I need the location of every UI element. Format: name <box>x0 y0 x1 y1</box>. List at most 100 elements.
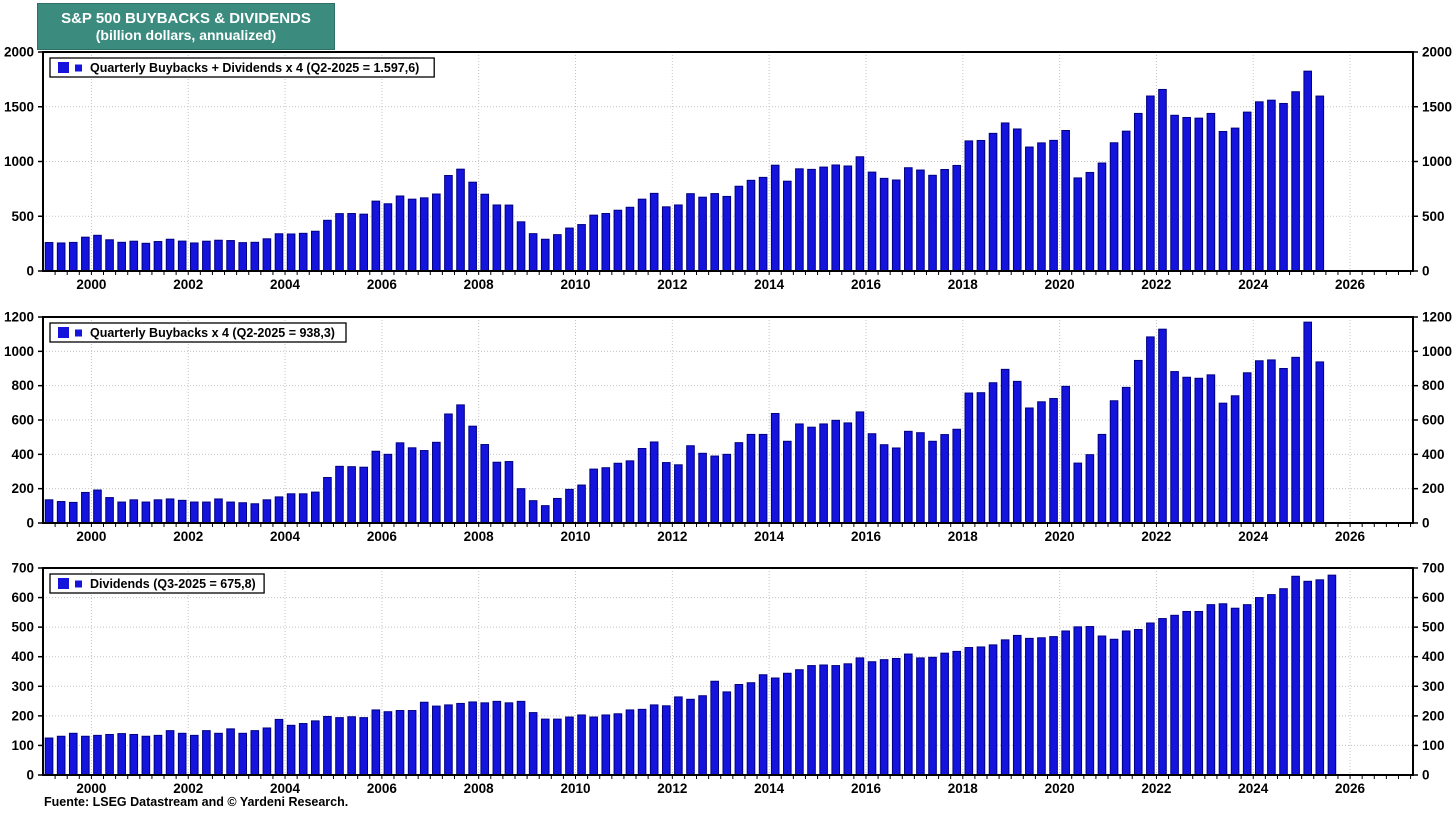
bar <box>1158 88 1167 272</box>
bar <box>1061 630 1070 776</box>
y-axis-label-left: 1000 <box>4 344 34 359</box>
y-axis-label-right: 200 <box>1422 481 1445 496</box>
bar <box>286 724 296 776</box>
bar <box>1267 99 1276 272</box>
y-axis-label-right: 600 <box>1422 590 1445 605</box>
bar <box>1315 95 1325 272</box>
bar <box>613 209 623 272</box>
bar <box>1182 116 1191 272</box>
bar <box>819 664 828 776</box>
x-axis-label: 2014 <box>754 781 785 796</box>
bar <box>879 177 889 272</box>
panel-dividends: 0 0 100 100 200 200 300 300 400 400 500 500 600 600 70… <box>11 561 1444 797</box>
bar <box>395 710 405 776</box>
bar <box>335 213 344 272</box>
bar <box>843 663 853 776</box>
bar <box>286 233 296 272</box>
bar <box>649 704 659 776</box>
bar <box>710 680 719 776</box>
bar <box>988 132 998 272</box>
bar <box>298 723 308 776</box>
bar <box>843 422 853 524</box>
legend-box <box>49 573 265 594</box>
y-axis-label-left: 100 <box>11 738 34 753</box>
bar <box>528 712 538 776</box>
bar <box>214 239 223 272</box>
bar <box>117 501 126 524</box>
legend-marker-large <box>58 327 69 338</box>
x-axis-label: 2012 <box>657 277 687 292</box>
bar <box>1158 328 1167 524</box>
x-axis-label: 2022 <box>1141 529 1171 544</box>
bar <box>1025 407 1034 524</box>
bar <box>1073 462 1083 524</box>
bar <box>1158 618 1167 776</box>
bar <box>698 695 707 776</box>
bar <box>783 440 792 524</box>
bar <box>468 181 477 272</box>
bar <box>661 705 671 776</box>
x-axis-label: 2026 <box>1335 781 1366 796</box>
bar <box>698 452 707 524</box>
y-axis-label-left: 200 <box>11 481 34 496</box>
y-axis-label-right: 0 <box>1422 516 1430 531</box>
bar <box>746 682 756 776</box>
y-axis-label-right: 2000 <box>1422 45 1452 60</box>
bar <box>250 730 260 776</box>
x-axis-label: 2018 <box>948 277 979 292</box>
bar <box>262 499 272 524</box>
bar <box>480 444 490 524</box>
bar <box>964 140 974 272</box>
bar <box>795 168 804 272</box>
bar <box>843 165 853 272</box>
bar <box>540 238 550 272</box>
bar <box>407 198 417 272</box>
bar <box>238 242 247 272</box>
bar <box>383 453 393 524</box>
bar <box>674 464 683 524</box>
bar <box>710 455 719 524</box>
bar <box>419 197 429 272</box>
bar <box>661 462 671 524</box>
bar <box>371 450 381 524</box>
bar <box>432 705 441 776</box>
x-axis-label: 2022 <box>1141 781 1171 796</box>
bar <box>589 468 598 524</box>
bar <box>504 702 514 776</box>
bar <box>1097 162 1107 272</box>
bar <box>928 440 937 524</box>
bar <box>528 500 538 524</box>
bar <box>311 720 320 776</box>
bar <box>637 198 647 272</box>
bar <box>770 677 780 776</box>
bar <box>323 219 332 272</box>
bar <box>867 661 877 776</box>
bar <box>1133 629 1143 776</box>
y-axis-label-right: 1000 <box>1422 344 1452 359</box>
bar <box>189 501 199 524</box>
legend-dividends: Dividends (Q3-2025 = 675,8) <box>49 573 265 594</box>
bar <box>867 433 877 524</box>
bar <box>117 241 126 272</box>
bar <box>141 242 151 272</box>
bar <box>940 168 949 272</box>
bar <box>1303 580 1313 776</box>
bar <box>44 242 54 272</box>
bar <box>189 734 199 776</box>
y-axis-label-right: 200 <box>1422 708 1445 723</box>
bar <box>819 166 828 272</box>
legend-buybacks-plus-dividends: Quarterly Buybacks + Dividends x 4 (Q2-2… <box>49 57 435 78</box>
legend-text: Dividends (Q3-2025 = 675,8) <box>90 577 256 591</box>
x-axis-label: 2002 <box>173 529 203 544</box>
bar <box>1315 579 1325 776</box>
bar <box>1121 130 1131 272</box>
bar <box>68 501 78 524</box>
bar <box>1133 359 1143 524</box>
bar <box>298 493 308 524</box>
bar <box>916 657 925 776</box>
x-axis-label: 2020 <box>1045 529 1075 544</box>
bar <box>395 195 405 272</box>
bar <box>1242 604 1252 776</box>
bar <box>129 733 139 776</box>
x-axis-label: 2000 <box>76 277 106 292</box>
